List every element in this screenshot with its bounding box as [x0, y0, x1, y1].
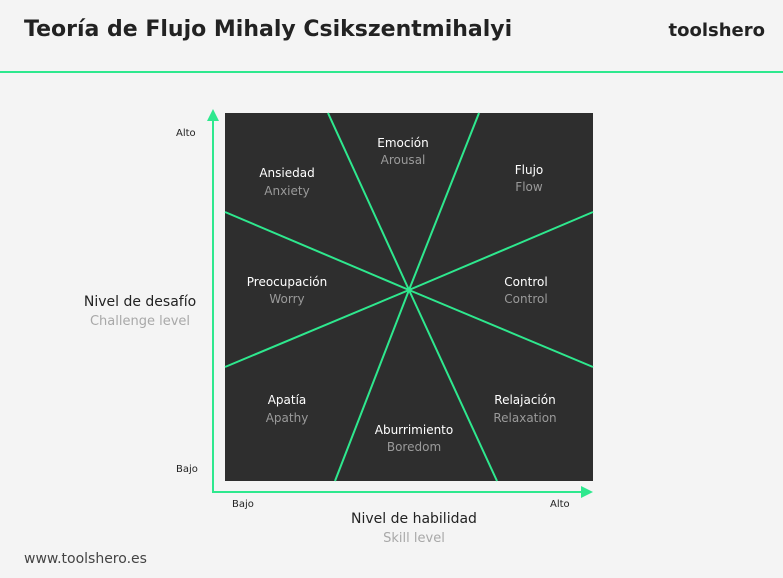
- region-worry-sublabel: Worry: [269, 292, 304, 306]
- y-axis-low-label: Bajo: [176, 464, 198, 475]
- y-axis-title: Nivel de desafío: [83, 294, 197, 310]
- region-anxiety-sublabel: Anxiety: [264, 184, 309, 198]
- division-lines: [224, 112, 594, 482]
- header-divider: [0, 71, 783, 73]
- region-control-sublabel: Control: [504, 292, 547, 306]
- axes: [207, 109, 593, 498]
- region-anxiety-label: Ansiedad: [259, 166, 314, 180]
- division-line: [408, 112, 480, 291]
- x-axis-low-label: Bajo: [232, 499, 254, 510]
- footer-url: www.toolshero.es: [24, 551, 147, 567]
- region-boredom-sublabel: Boredom: [387, 440, 441, 454]
- region-flow-sublabel: Flow: [515, 180, 543, 194]
- division-line: [224, 211, 410, 291]
- page-title: Teoría de Flujo Mihaly Csikszentmihalyi: [24, 17, 513, 42]
- region-boredom-label: Aburrimiento: [375, 423, 453, 437]
- division-line: [408, 289, 498, 482]
- region-arousal-sublabel: Arousal: [381, 153, 426, 167]
- region-arousal-label: Emoción: [377, 136, 429, 150]
- region-apathy-sublabel: Apathy: [266, 411, 309, 425]
- brand-logo: toolshero: [668, 20, 766, 41]
- division-line: [334, 289, 410, 482]
- y-axis-subtitle: Challenge level: [89, 314, 191, 329]
- x-axis-high-label: Alto: [550, 499, 570, 510]
- region-control-label: Control: [504, 275, 547, 289]
- y-axis-arrow-icon: [207, 109, 219, 121]
- region-apathy-label: Apatía: [268, 393, 307, 407]
- division-line: [327, 112, 410, 291]
- region-worry-label: Preocupación: [247, 275, 327, 289]
- region-relaxation-sublabel: Relaxation: [493, 411, 556, 425]
- x-axis-title: Nivel de habilidad: [351, 511, 477, 527]
- diagram-panel: [225, 113, 593, 481]
- y-axis-high-label: Alto: [176, 128, 196, 139]
- region-relaxation-label: Relajación: [494, 393, 555, 407]
- x-axis-subtitle: Skill level: [383, 531, 445, 546]
- region-flow-label: Flujo: [515, 163, 544, 177]
- division-line: [408, 211, 594, 291]
- division-line: [224, 289, 410, 368]
- x-axis-arrow-icon: [581, 486, 593, 498]
- division-line: [408, 289, 594, 368]
